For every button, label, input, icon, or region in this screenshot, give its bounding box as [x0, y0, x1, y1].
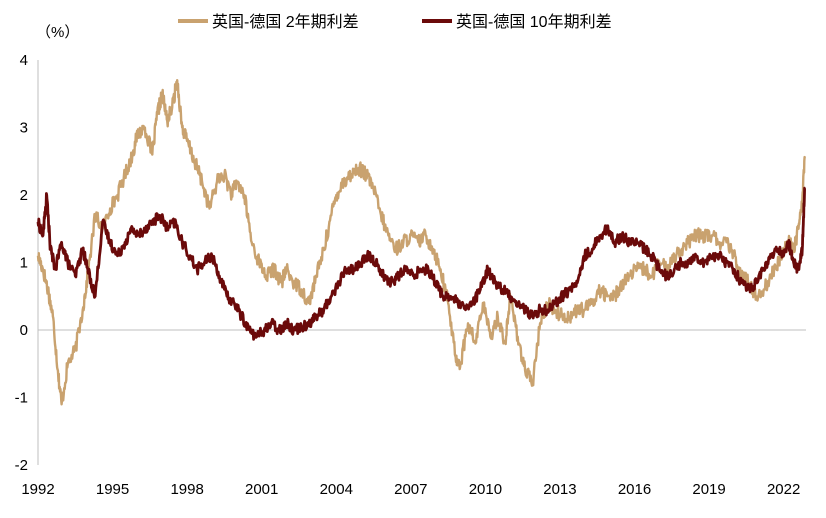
y-tick-label: -1	[15, 390, 28, 407]
x-tick-label: 2022	[767, 481, 800, 498]
y-axis-unit-label: （%）	[36, 24, 79, 41]
x-tick-label: 1992	[21, 481, 54, 498]
x-tick-label: 2010	[469, 481, 502, 498]
x-tick-label: 1998	[170, 481, 203, 498]
legend-label-2y-spread: 英国-德国 2年期利差	[212, 13, 359, 31]
y-tick-label: 1	[20, 255, 28, 272]
x-tick-label: 2019	[692, 481, 725, 498]
legend: 英国-德国 2年期利差 英国-德国 10年期利差	[178, 13, 612, 31]
series-layer	[36, 78, 806, 406]
legend-label-10y-spread: 英国-德国 10年期利差	[456, 13, 612, 31]
y-tick-label: 0	[20, 322, 28, 339]
y-tick-label: 4	[20, 52, 28, 69]
y-axis-ticks: 4 3 2 1 0 -1 -2	[15, 52, 28, 474]
y-tick-label: 3	[20, 120, 28, 137]
x-tick-label: 2001	[245, 481, 278, 498]
series-line-2y-spread	[36, 78, 806, 406]
y-tick-label: -2	[15, 457, 28, 474]
y-tick-label: 2	[20, 187, 28, 204]
x-tick-label: 2004	[320, 481, 353, 498]
x-tick-label: 1995	[96, 481, 129, 498]
x-tick-label: 2007	[394, 481, 427, 498]
series-line-10y-spread	[36, 186, 806, 341]
x-axis-ticks: 1992 1995 1998 2001 2004 2007 2010 2013 2016 2019…	[21, 481, 800, 498]
x-tick-label: 2013	[543, 481, 576, 498]
x-tick-label: 2016	[618, 481, 651, 498]
